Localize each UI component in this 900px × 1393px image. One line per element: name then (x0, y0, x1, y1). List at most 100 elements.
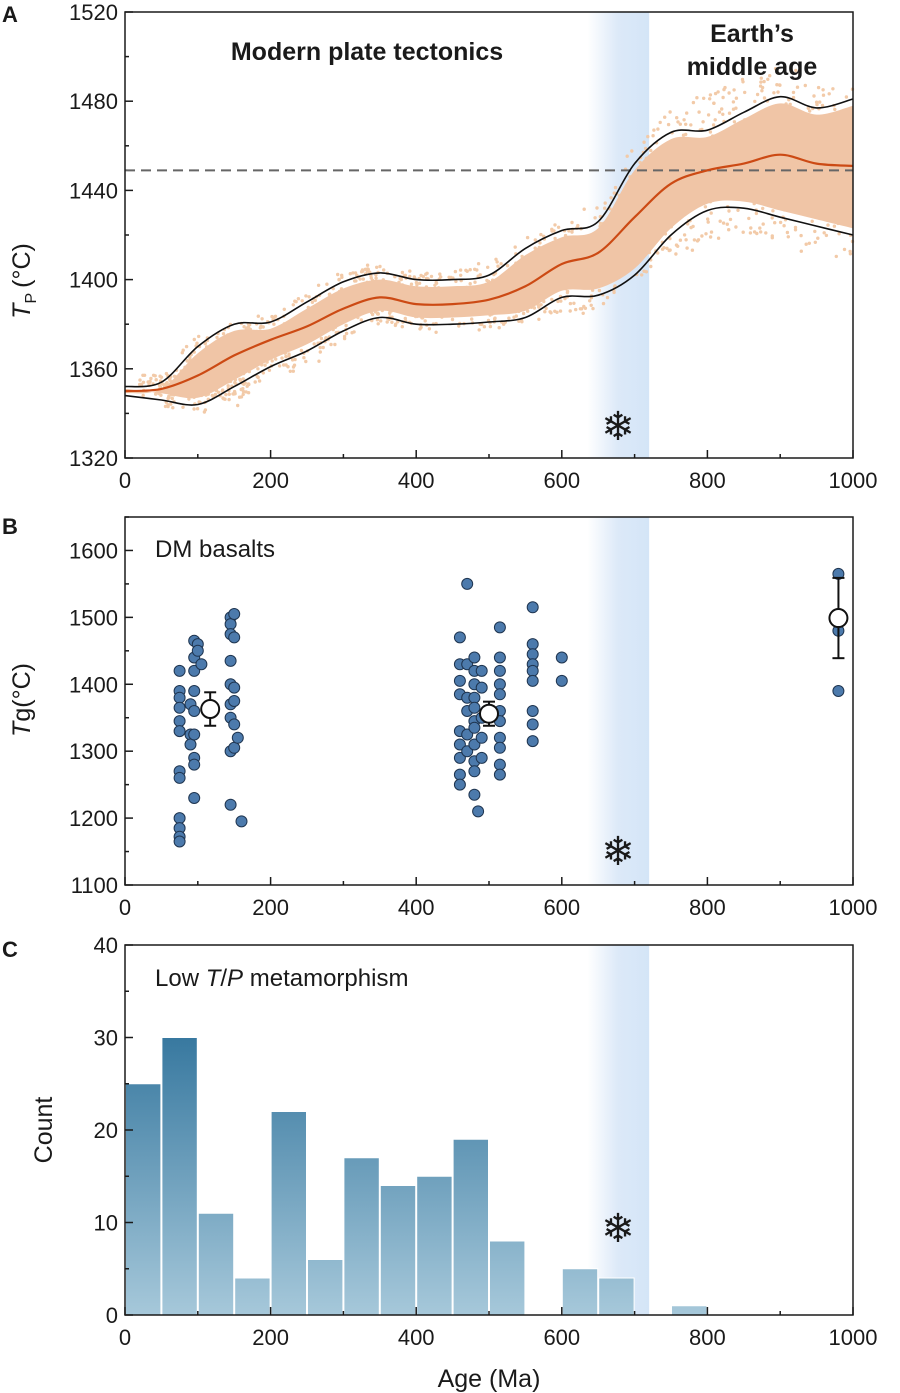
scatter-dot (572, 301, 576, 305)
scatter-dot (379, 319, 383, 323)
scatter-dot (727, 209, 731, 213)
scatter-dot (340, 273, 344, 277)
scatter-dot (682, 233, 687, 237)
scatter-dot (284, 363, 288, 367)
panel-a-y-tick-label: 1360 (69, 357, 118, 382)
scatter-dot (771, 209, 775, 213)
basalt-point (461, 577, 474, 590)
basalt-point (526, 705, 539, 717)
basalt-point (832, 685, 845, 697)
scatter-dot (818, 100, 822, 104)
basalt-point (228, 718, 241, 731)
basalt-point (493, 664, 506, 677)
scatter-dot (216, 390, 221, 394)
scatter-dot (233, 392, 237, 396)
scatter-dot (652, 128, 656, 132)
scatter-dot (558, 309, 563, 313)
scatter-dot (243, 381, 247, 385)
scatter-dot (553, 223, 557, 227)
panel-c-x-tick-label: 800 (689, 1325, 726, 1350)
basalt-point (173, 725, 186, 738)
scatter-dot (221, 332, 226, 336)
scatter-dot (215, 335, 219, 340)
scatter-dot (549, 311, 553, 315)
histogram-bar (452, 1138, 490, 1316)
scatter-dot (310, 300, 315, 304)
scatter-dot (703, 205, 708, 209)
scatter-dot (674, 252, 678, 256)
scatter-dot (770, 216, 774, 220)
basalt-point (468, 788, 481, 801)
basalt-point (188, 758, 201, 771)
scatter-dot (642, 140, 646, 144)
scatter-dot (166, 404, 170, 409)
panel-c-x-tick-label: 400 (398, 1325, 435, 1350)
scatter-dot (291, 369, 295, 373)
basalt-point (188, 685, 201, 697)
basalt-point (173, 701, 186, 714)
histogram-bar (379, 1185, 417, 1316)
scatter-dot (539, 232, 543, 237)
basalt-point (493, 731, 506, 744)
histogram-bar (307, 1259, 344, 1316)
basalt-point (224, 654, 237, 667)
scatter-dot (374, 273, 378, 277)
scatter-dot (770, 234, 774, 238)
scatter-dot (238, 377, 242, 382)
scatter-dot (630, 149, 634, 153)
scatter-dot (689, 123, 693, 127)
panel-c-y-tick-label: 0 (106, 1303, 118, 1328)
scatter-dot (706, 220, 710, 224)
scatter-dot (336, 272, 340, 277)
scatter-dot (307, 295, 311, 299)
scatter-dot (374, 276, 378, 280)
scatter-dot (412, 275, 416, 279)
scatter-dot (709, 211, 713, 215)
scatter-dot (696, 238, 701, 242)
scatter-dot (507, 316, 511, 320)
scatter-dot (833, 107, 837, 112)
scatter-dot (537, 317, 541, 321)
scatter-dot (162, 383, 166, 387)
scatter-dot (674, 243, 679, 247)
scatter-dot (589, 303, 593, 307)
basalt-point (526, 601, 539, 614)
scatter-dot (749, 226, 753, 230)
panel-c-y-axis-label: Count (30, 1097, 58, 1164)
scatter-dot (727, 111, 732, 115)
scatter-dot (292, 363, 297, 367)
scatter-dot (565, 290, 570, 295)
glaciation-band-b (587, 517, 650, 885)
basalt-point (493, 678, 506, 691)
scatter-dot (713, 118, 717, 122)
panel-a-axes: 0 200 400 600 800 1000 1320 1360 1400 1440 1480 152… (69, 0, 877, 493)
scatter-dot (708, 130, 713, 134)
panel-c-metamorphism-histogram: C Low T/P metamorphism ❄ 0 200 400 600 800 10… (2, 933, 877, 1393)
scatter-dot (239, 387, 243, 392)
scatter-dot (154, 378, 158, 382)
scatter-dot (533, 238, 537, 242)
scatter-dot (277, 364, 282, 368)
scatter-dot (668, 110, 672, 114)
scatter-dot (447, 275, 451, 279)
scatter-dot (591, 306, 595, 311)
scatter-dot (258, 326, 262, 330)
scatter-dot (197, 400, 201, 404)
scatter-dot (697, 110, 701, 114)
basalt-point (493, 688, 506, 701)
scatter-dot (319, 336, 324, 341)
scatter-dot (834, 254, 838, 259)
scatter-dot (457, 324, 461, 328)
panel-b-x-tick-label: 600 (543, 895, 580, 920)
scatter-dot (293, 299, 297, 303)
scatter-dot (192, 337, 196, 342)
panel-b-y-tick-label: 1100 (71, 873, 118, 898)
scatter-dot (753, 99, 757, 104)
scatter-dot (525, 235, 530, 240)
basalt-point (173, 715, 186, 728)
low-tp-metamorphism-label: Low T/P metamorphism (155, 965, 408, 992)
scatter-dot (721, 112, 725, 117)
scatter-dot (495, 260, 499, 264)
scatter-dot (695, 96, 699, 100)
scatter-dot (605, 295, 610, 300)
